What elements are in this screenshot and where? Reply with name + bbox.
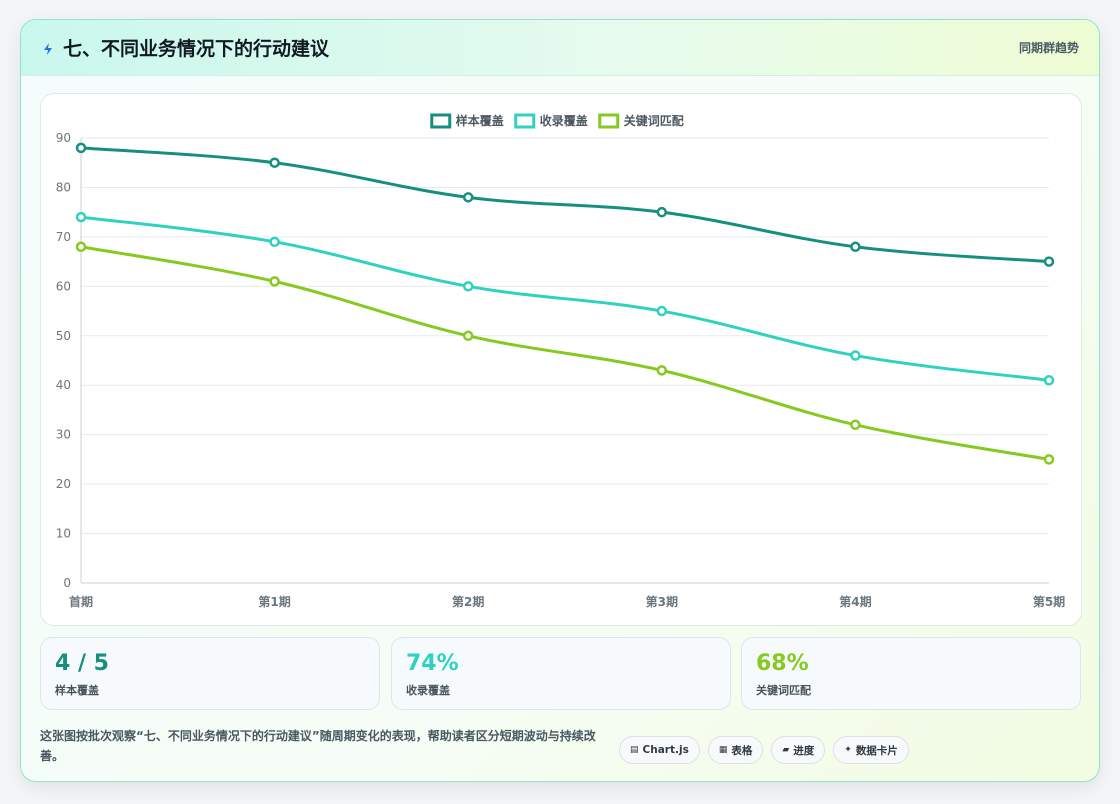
data-point <box>1043 454 1055 465</box>
x-tick-label: 第3期 <box>646 594 678 609</box>
stat-label: 样本覆盖 <box>55 684 99 697</box>
data-point <box>462 192 474 203</box>
line-chart: 0 10 20 30 40 50 60 70 80 90 首期 第1期 第2期 第3期 第4期 第5期 样本覆盖… <box>56 113 1065 609</box>
sparkle-icon: ✦ <box>844 745 852 755</box>
chip-list: ▤ Chart.js ▦ 表格 ▰ 进度 ✦ 数据卡片 <box>619 736 909 764</box>
legend-label: 收录覆盖 <box>540 113 588 128</box>
legend-label: 关键词匹配 <box>624 113 684 128</box>
chip-label: 进度 <box>793 744 815 757</box>
chart-description: 这张图按批次观察“七、不同业务情况下的行动建议”随周期变化的表现，帮助读者区分短… <box>40 729 596 763</box>
legend-swatch <box>598 113 620 129</box>
y-tick-label: 50 <box>56 329 71 343</box>
data-point <box>656 365 668 376</box>
y-tick-label: 30 <box>56 428 71 442</box>
chip-label: Chart.js <box>642 744 689 756</box>
x-tick-label: 第2期 <box>452 594 484 609</box>
chart-icon: ▤ <box>630 745 639 755</box>
data-point <box>656 206 668 218</box>
data-point <box>850 241 861 253</box>
stat-card-index: 74% 收录覆盖 <box>391 637 731 710</box>
stat-value: 4 / 5 <box>55 651 109 676</box>
legend-swatch <box>430 113 452 129</box>
x-tick-label: 第1期 <box>258 594 290 609</box>
table-icon: ▦ <box>718 745 728 755</box>
chip-table[interactable]: ▦ 表格 <box>707 736 764 764</box>
data-point <box>75 211 87 223</box>
stat-label: 收录覆盖 <box>406 684 450 697</box>
y-tick-label: 10 <box>56 527 71 541</box>
data-point <box>269 276 280 287</box>
y-tick-label: 80 <box>56 180 71 194</box>
series-line-2 <box>80 215 1050 382</box>
y-tick-label: 0 <box>63 576 71 590</box>
chip-chartjs[interactable]: ▤ Chart.js <box>619 736 700 764</box>
data-point <box>850 419 861 431</box>
chip-data-card[interactable]: ✦ 数据卡片 <box>833 736 909 764</box>
x-tick-label: 首期 <box>69 594 93 609</box>
chart-card: 七、不同业务情况下的行动建议 同期群趋势 0 10 20 30 40 50 60 70 80 90… <box>20 19 1100 782</box>
card-header: 七、不同业务情况下的行动建议 同期群趋势 <box>21 20 1099 76</box>
stat-card-keyword: 68% 关键词匹配 <box>741 637 1081 710</box>
legend-swatch <box>514 113 536 129</box>
x-tick-label: 第4期 <box>839 594 871 609</box>
data-point <box>462 281 474 292</box>
data-point <box>269 236 280 248</box>
stat-value: 68% <box>756 651 809 676</box>
header-tag: 同期群趋势 <box>1018 41 1079 55</box>
stat-label: 关键词匹配 <box>756 684 811 697</box>
y-tick-label: 20 <box>56 477 71 491</box>
data-point <box>75 142 87 154</box>
series-line-1 <box>80 146 1050 264</box>
page-title: 七、不同业务情况下的行动建议 <box>63 38 330 60</box>
data-point <box>269 157 280 168</box>
chip-label: 表格 <box>731 744 753 757</box>
data-point <box>850 350 861 361</box>
series-line-3 <box>80 245 1050 461</box>
line-chart-panel: 0 10 20 30 40 50 60 70 80 90 首期 第1期 第2期 第3期 第4期 第5期 样本覆盖… <box>40 93 1082 626</box>
lightning-icon <box>41 41 55 55</box>
data-point <box>462 330 474 342</box>
stat-card-sample: 4 / 5 样本覆盖 <box>40 637 380 710</box>
chip-label: 数据卡片 <box>855 744 898 757</box>
y-tick-label: 60 <box>56 279 71 293</box>
header-left: 七、不同业务情况下的行动建议 <box>41 34 329 61</box>
data-point <box>656 305 668 317</box>
y-tick-label: 90 <box>56 131 71 145</box>
stat-cards: 4 / 5 样本覆盖 74% 收录覆盖 68% 关键词匹配 <box>40 637 1082 710</box>
chip-progress[interactable]: ▰ 进度 <box>771 736 826 764</box>
legend-label: 样本覆盖 <box>456 113 504 128</box>
card-footer: 这张图按批次观察“七、不同业务情况下的行动建议”随周期变化的表现，帮助读者区分短… <box>40 726 1082 766</box>
y-tick-label: 40 <box>56 378 71 392</box>
stat-value: 74% <box>406 651 459 676</box>
data-point <box>1043 375 1055 386</box>
y-tick-label: 70 <box>56 230 71 244</box>
data-point <box>75 241 87 253</box>
data-point <box>1043 256 1055 267</box>
progress-icon: ▰ <box>782 745 790 755</box>
x-tick-label: 第5期 <box>1033 594 1065 609</box>
